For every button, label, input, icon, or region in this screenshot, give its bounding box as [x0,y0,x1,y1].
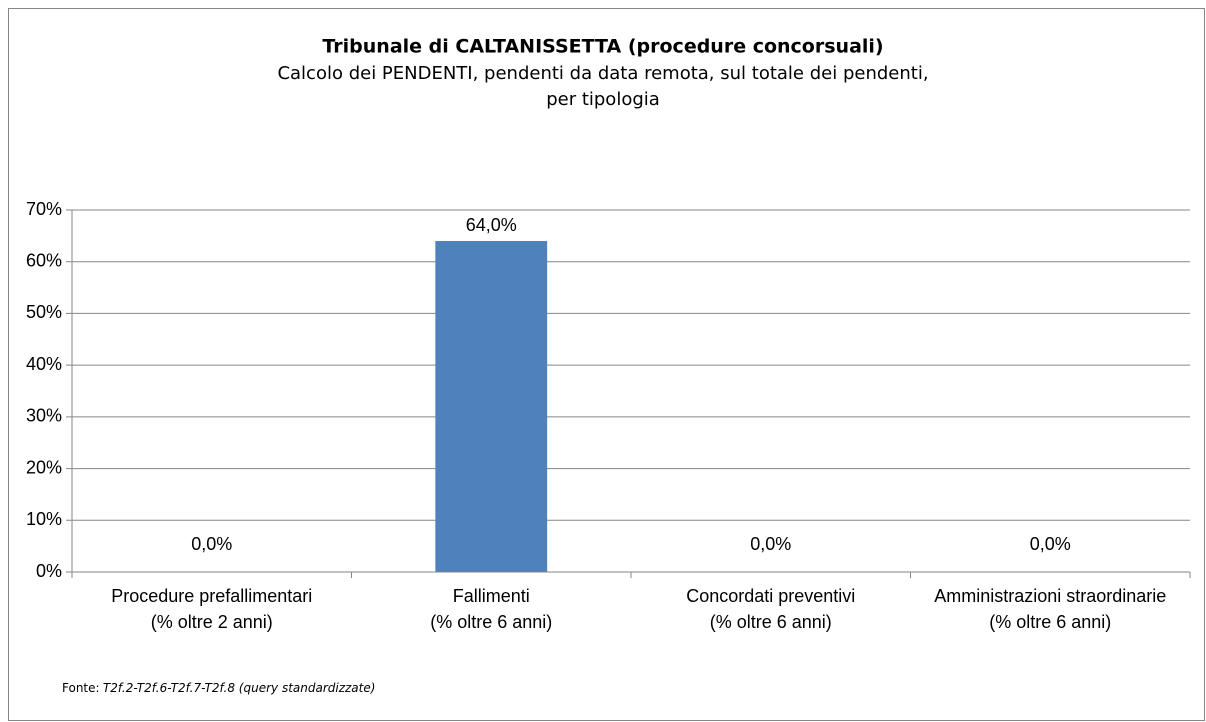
bar [435,241,548,572]
y-tick-label: 20% [26,457,62,477]
x-tick-label: Concordati preventivi (% oltre 6 anni) [686,586,855,632]
value-label: 0,0% [750,534,791,554]
source-note: Fonte: T2f.2-T2f.6-T2f.7-T2f.8 (query st… [62,680,375,694]
source-label: Fonte: [62,681,100,695]
x-tick-label: Amministrazioni straordinarie (% oltre 6 … [934,586,1166,632]
x-tick-label: Fallimenti (% oltre 6 anni) [430,586,552,632]
chart-border [8,8,1205,721]
value-label: 0,0% [1030,534,1071,554]
value-label: 64,0% [466,215,517,235]
y-tick-label: 30% [26,406,62,426]
chart-subtitle: Calcolo dei PENDENTI, pendenti da data r… [277,63,928,110]
y-tick-label: 50% [26,302,62,322]
y-tick-label: 10% [26,509,62,529]
x-tick-label: Procedure prefallimentari (% oltre 2 anni… [111,586,312,632]
y-tick-label: 60% [26,250,62,270]
y-tick-label: 40% [26,354,62,374]
value-label: 0,0% [191,534,232,554]
source-text: T2f.2-T2f.6-T2f.7-T2f.8 (query standardi… [103,681,376,695]
chart-title: Tribunale di CALTANISSETTA (procedure co… [322,36,883,58]
y-tick-label: 0% [36,561,62,581]
y-tick-label: 70% [26,199,62,219]
